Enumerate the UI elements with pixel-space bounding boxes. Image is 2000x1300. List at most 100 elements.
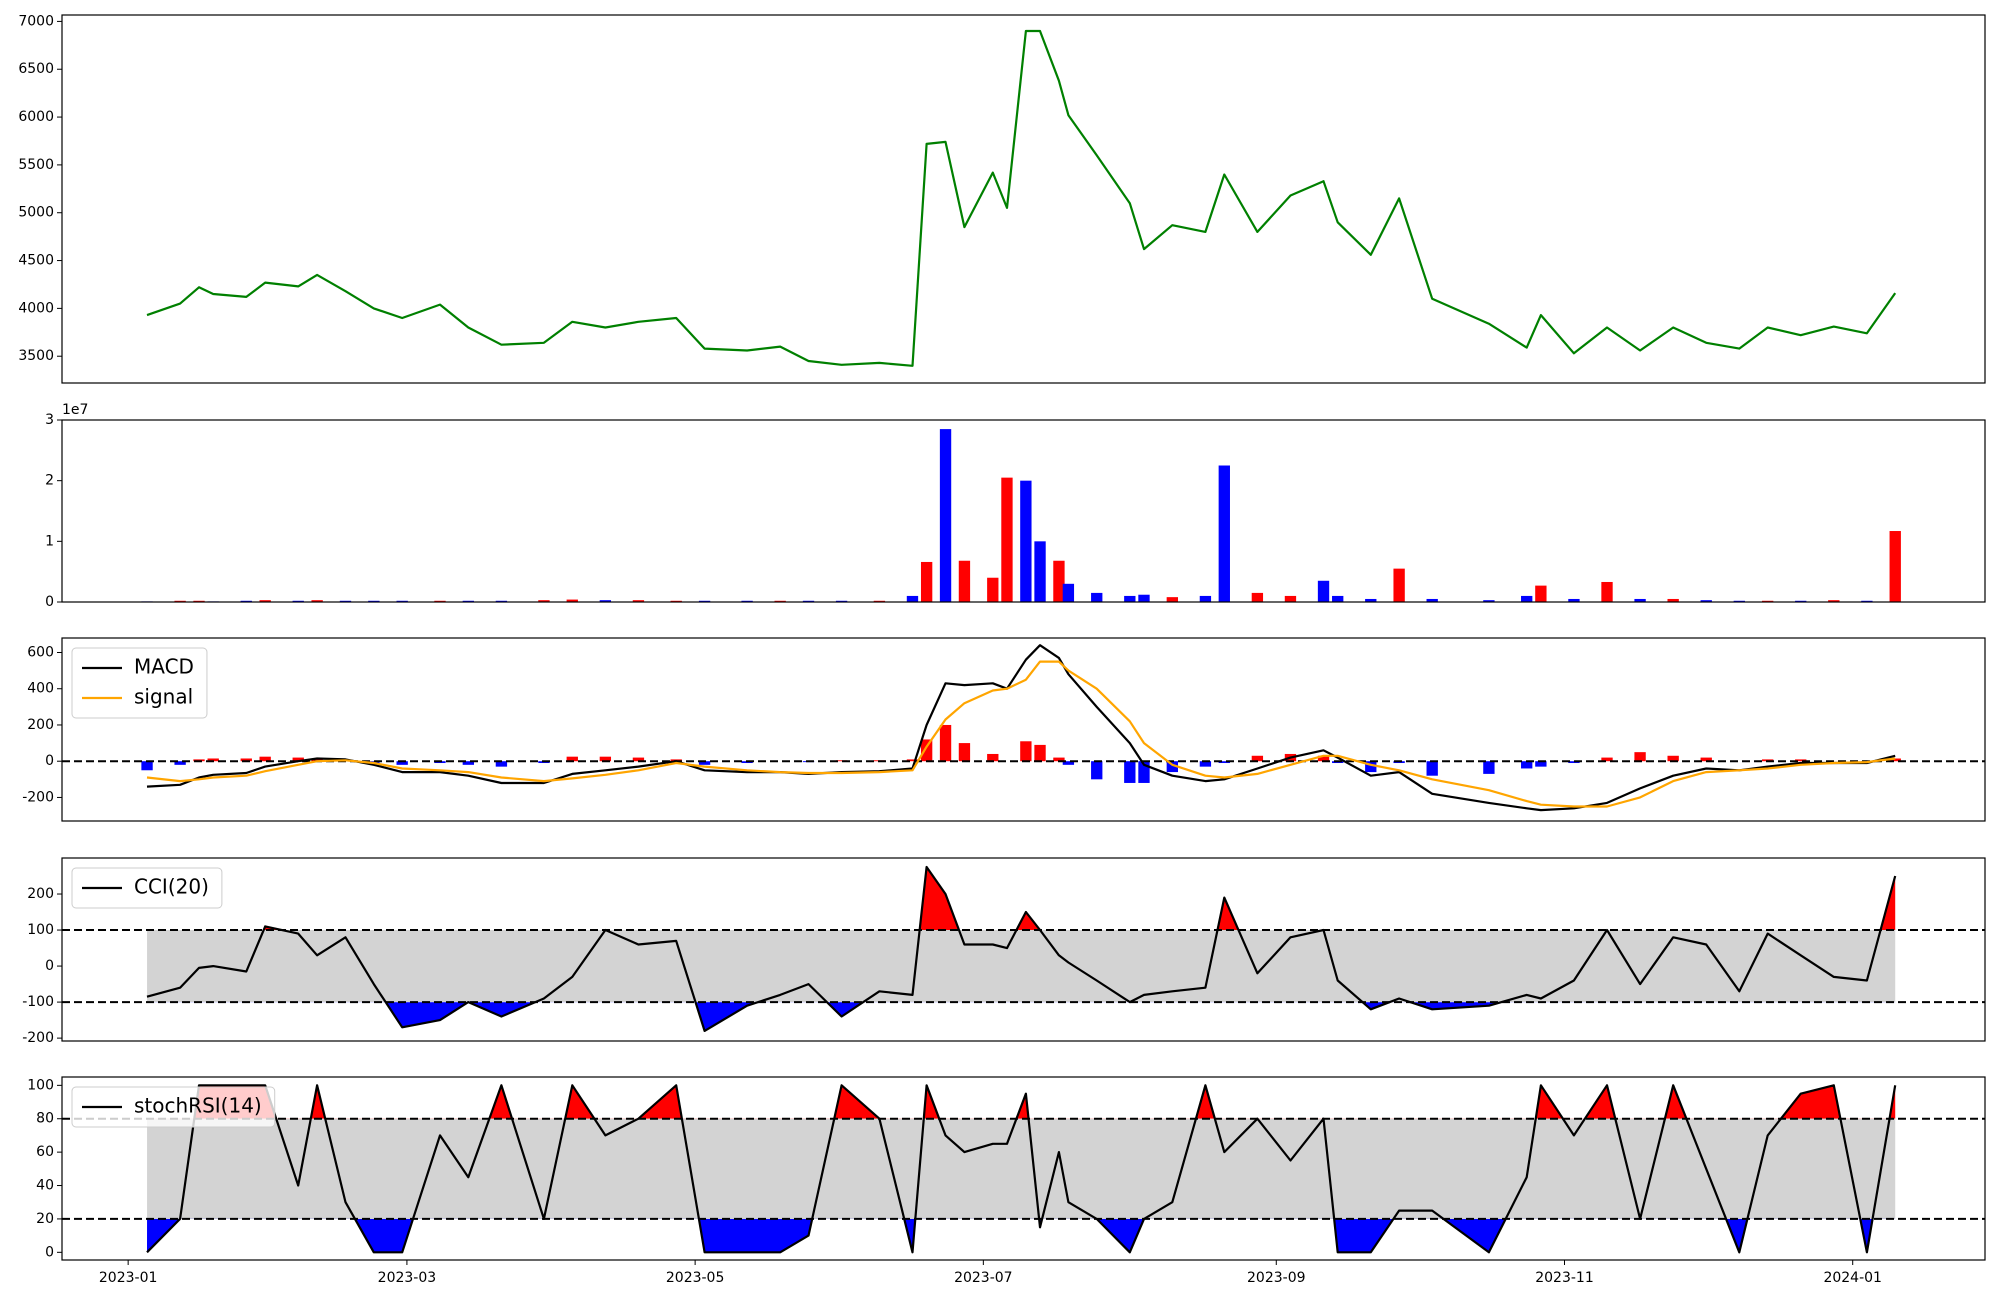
- panel: 3500 4000 4500 5000 5500 6000 6500 7000: [18, 13, 1986, 384]
- volume-bar: [1251, 592, 1264, 602]
- below-fill: [147, 1218, 1896, 1253]
- histogram-bar: [939, 724, 952, 762]
- volume-bar: [698, 600, 711, 602]
- volume-bar: [396, 600, 408, 602]
- volume-bar: [1667, 598, 1679, 602]
- volume-bar: [434, 600, 446, 602]
- x-tick-label: 2023-09: [1247, 1270, 1306, 1286]
- volume-bar: [495, 600, 508, 602]
- series-line: [146, 865, 1897, 1032]
- panel-frame: [61, 637, 1986, 822]
- volume-bar: [1053, 560, 1065, 602]
- histogram-bar: [1889, 758, 1901, 762]
- volume-bar: [741, 600, 753, 602]
- volume-bar: [1218, 465, 1230, 602]
- histogram-bar: [259, 756, 271, 762]
- histogram-bar: [1483, 761, 1495, 774]
- x-tick-label: 2023-05: [666, 1270, 725, 1286]
- y-tick-label: -200: [22, 1030, 54, 1046]
- histogram-bar: [1365, 761, 1377, 773]
- histogram-bar: [1667, 755, 1679, 762]
- panel-frame: [61, 419, 1986, 603]
- volume-bar: [1889, 531, 1901, 602]
- legend-label: CCI(20): [134, 875, 209, 899]
- y-tick-label: -100: [22, 994, 54, 1010]
- volume-bar: [339, 600, 352, 602]
- panel: -200 -100 0 100 200 CCI(20): [22, 857, 1986, 1046]
- volume-bar: [1124, 595, 1136, 602]
- plot-area: [146, 29, 1897, 367]
- histogram-bar: [1317, 755, 1330, 762]
- histogram-bar: [1601, 757, 1613, 762]
- volume-bar: [1138, 594, 1150, 602]
- volume-bar: [1062, 583, 1075, 602]
- volume-bar: [873, 600, 886, 602]
- histogram-bar: [1535, 761, 1547, 767]
- volume-bar: [368, 600, 380, 602]
- volume-bar: [1733, 600, 1745, 602]
- volume-bar: [1166, 597, 1179, 602]
- series-line: [146, 29, 1897, 367]
- histogram-bar: [1034, 744, 1046, 762]
- volume-bar: [566, 599, 578, 602]
- volume-bar: [1001, 477, 1013, 602]
- histogram-bar: [1138, 761, 1150, 783]
- histogram-bar: [1251, 755, 1264, 762]
- y-tick-label: 5500: [18, 157, 54, 173]
- y-tick-label: 4500: [18, 253, 54, 269]
- y-tick-label: 60: [36, 1144, 54, 1160]
- y-tick-label: 0: [45, 594, 54, 610]
- histogram-bar: [1700, 757, 1712, 762]
- x-tick-label: 2023-01: [99, 1270, 158, 1286]
- histogram-bar: [292, 757, 304, 762]
- volume-bar: [1332, 595, 1344, 602]
- offset-label: 1e7: [62, 402, 88, 418]
- histogram-bar: [1426, 761, 1438, 776]
- volume-bar: [774, 600, 786, 602]
- volume-bar: [1761, 600, 1774, 602]
- panel: 0 20 40 60 80 100 2023-01 2023-03 2023-05 2023-07…: [27, 1076, 1986, 1286]
- legend-label: MACD: [134, 655, 194, 679]
- volume-bar: [599, 600, 612, 602]
- volume-bar: [462, 600, 475, 602]
- volume-bar: [1535, 585, 1547, 602]
- histogram-bar: [1218, 761, 1230, 764]
- panel: 0 1 2 3 1e7: [45, 402, 1986, 610]
- threshold-band: [147, 1118, 1896, 1219]
- x-tick-label: 2023-03: [378, 1270, 437, 1286]
- y-tick-label: 0: [45, 753, 54, 769]
- volume-bar: [1365, 598, 1377, 602]
- volume-bar: [1521, 595, 1533, 602]
- y-tick-label: 200: [27, 886, 54, 902]
- y-tick-label: 200: [27, 717, 54, 733]
- volume-bar: [632, 600, 645, 602]
- x-tick-label: 2023-11: [1535, 1270, 1594, 1286]
- histogram-bar: [1124, 761, 1136, 783]
- histogram-bar: [1795, 759, 1807, 762]
- volume-bar: [1795, 600, 1807, 602]
- histogram-bar: [174, 761, 186, 765]
- volume-bar: [259, 600, 271, 602]
- volume-bar: [1020, 480, 1032, 602]
- histogram-bar: [462, 761, 475, 765]
- volume-bar: [1483, 600, 1495, 602]
- volume-bar: [1199, 595, 1212, 602]
- x-tick-label: 2024-01: [1823, 1270, 1882, 1286]
- volume-bar: [835, 600, 848, 602]
- volume-bar: [670, 600, 682, 602]
- volume-bar: [1634, 598, 1646, 602]
- y-tick-label: 3: [45, 412, 54, 428]
- volume-bar: [906, 595, 919, 602]
- panel-frame: [61, 1076, 1986, 1261]
- volume-bar: [958, 560, 971, 602]
- volume-bar: [1393, 568, 1405, 602]
- y-tick-label: 2: [45, 473, 54, 489]
- volume-bar: [1091, 592, 1103, 602]
- histogram-bar: [566, 756, 578, 762]
- histogram-bar: [141, 761, 153, 771]
- volume-bar: [1568, 598, 1580, 602]
- histogram-bar: [495, 761, 508, 767]
- y-tick-label: 100: [27, 1077, 54, 1093]
- y-tick-label: 7000: [18, 13, 54, 29]
